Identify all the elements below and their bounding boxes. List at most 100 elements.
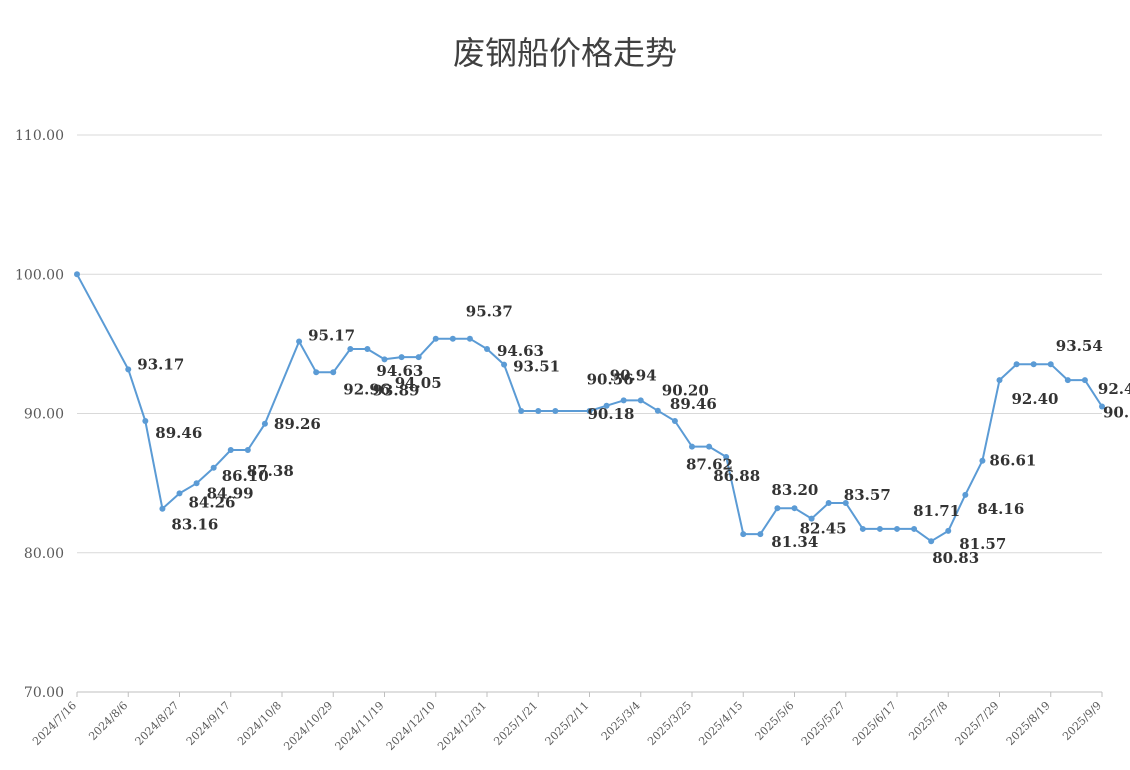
data-point [535,407,542,414]
x-tick-label: 2024/8/27 [133,699,182,748]
data-point [996,377,1003,384]
data-label: 82.45 [800,520,847,538]
data-point [1013,361,1020,368]
data-point [415,354,422,361]
x-tick-label: 2024/11/19 [333,699,387,753]
data-label: 92.40 [1012,390,1059,408]
data-label: 94.63 [497,342,544,360]
data-point [689,443,695,450]
data-point [1030,361,1037,368]
y-tick-label: 110.00 [15,128,64,144]
x-tick-label: 2025/3/25 [645,699,694,748]
data-label: 83.16 [171,516,218,534]
x-tick-label: 2025/9/9 [1060,699,1104,743]
data-label: 86.88 [713,467,760,485]
data-point [74,271,80,278]
x-tick-label: 2024/10/8 [235,699,284,748]
data-point [484,346,490,353]
data-point [296,338,303,345]
data-point [466,335,473,342]
x-tick-label: 2025/8/19 [1004,699,1053,748]
data-point [876,525,883,532]
x-tick-label: 2025/2/11 [543,699,592,748]
data-label: 83.57 [844,486,891,504]
data-label: 90.20 [662,382,709,400]
data-point [654,407,661,414]
data-point [125,366,132,373]
data-point [501,361,508,368]
data-label: 87.62 [686,456,733,474]
y-tick-label: 80.00 [24,546,64,562]
data-label: 92.40 [1098,380,1130,398]
data-point [176,490,183,497]
data-point [398,354,405,361]
data-point [518,407,525,414]
data-label: 95.37 [466,303,513,321]
data-point [364,346,371,353]
data-point [193,480,200,487]
data-point [637,397,644,404]
data-point [1081,377,1088,384]
data-point [330,369,337,376]
data-label: 92.96 [343,380,390,398]
data-label: 84.99 [207,484,254,502]
data-label: 84.16 [977,500,1024,518]
data-label: 87.38 [247,462,294,480]
data-point [261,420,268,427]
x-tick-label: 2024/12/31 [435,699,489,753]
data-label: 80.83 [932,549,979,567]
data-point [911,525,918,532]
data-point [552,407,559,414]
x-tick-label: 2025/7/29 [953,699,1002,748]
data-label: 89.46 [670,395,717,413]
data-label: 86.10 [222,467,269,485]
x-tick-label: 2025/6/17 [850,699,899,748]
data-point [945,527,952,534]
data-point [347,346,354,353]
x-tick-label: 2024/7/16 [30,699,79,748]
data-point [227,446,234,453]
x-tick-label: 2025/4/15 [696,699,745,748]
data-label: 95.17 [308,327,355,345]
data-point [159,505,166,512]
y-tick-label: 90.00 [24,407,64,423]
data-point [979,457,986,464]
x-tick-label: 2025/5/27 [799,699,848,748]
data-point [740,531,747,538]
data-label: 90.18 [588,405,635,423]
data-point [142,418,149,425]
data-point [808,515,815,522]
data-point [842,500,849,507]
chart-title: 废钢船价格走势 [452,34,677,72]
data-label: 93.17 [137,355,184,373]
x-tick-label: 2025/7/8 [906,699,950,743]
data-point [791,505,798,512]
data-label: 94.63 [376,362,423,380]
data-point [671,418,678,425]
data-point [928,538,935,545]
data-point [1064,377,1071,384]
data-point [586,407,593,414]
data-label: 83.20 [771,481,818,499]
data-point [244,446,251,453]
data-label: 84.26 [189,493,236,511]
data-point [620,397,627,404]
x-tick-label: 2024/10/29 [281,699,335,753]
data-point [774,505,781,512]
x-tick-label: 2025/3/4 [599,699,643,743]
data-point [449,335,456,342]
data-label: 86.61 [989,452,1036,470]
data-point [432,335,439,342]
data-point [603,402,610,409]
x-tick-label: 2024/9/17 [184,699,233,748]
data-label: 81.71 [913,502,960,520]
data-point [313,369,320,376]
data-point [210,464,217,471]
data-label: 81.34 [771,533,818,551]
data-label: 90.50 [1103,404,1130,422]
y-tick-label: 100.00 [15,267,64,283]
data-point [706,443,713,450]
data-label: 89.46 [155,424,202,442]
data-point [825,500,832,507]
